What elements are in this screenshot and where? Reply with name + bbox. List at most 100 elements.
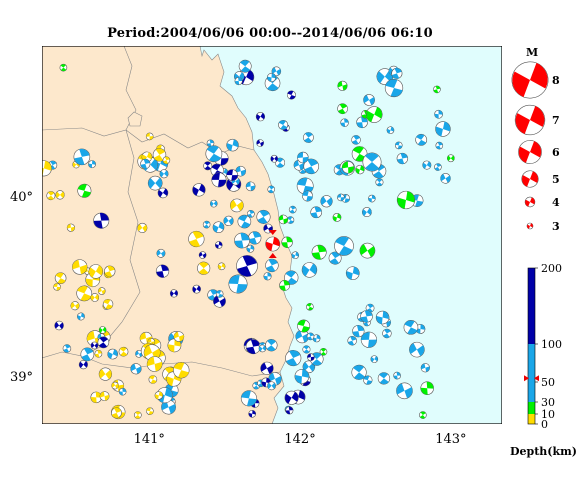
focal-mechanism — [73, 148, 91, 166]
focal-mechanism — [281, 236, 293, 248]
focal-mechanism — [396, 152, 409, 165]
focal-mechanism — [148, 375, 158, 384]
focal-mechanism — [319, 348, 328, 356]
focal-mechanism — [240, 390, 257, 407]
focal-mechanism — [234, 77, 243, 86]
focal-mechanism — [107, 348, 119, 360]
focal-mechanism — [98, 287, 106, 295]
focal-mechanism — [435, 141, 444, 150]
focal-mechanism — [409, 341, 425, 358]
magnitude-legend-symbol — [511, 61, 549, 99]
focal-mechanism — [328, 251, 342, 265]
focal-mechanism — [140, 158, 151, 169]
focal-mechanism — [102, 298, 114, 310]
focal-mechanism — [356, 116, 368, 129]
focal-mechanism — [382, 328, 392, 339]
focal-mechanism — [337, 80, 348, 91]
focal-mechanism — [223, 215, 234, 227]
focal-mechanism — [97, 336, 110, 349]
focal-mechanism — [278, 214, 289, 225]
focal-mechanism — [248, 231, 262, 245]
focal-mechanism — [90, 293, 100, 302]
focal-mechanism — [99, 391, 110, 402]
magnitude-legend-symbol — [518, 140, 542, 164]
focal-mechanism — [234, 232, 250, 249]
prefecture-border — [81, 355, 281, 377]
focal-mechanism — [159, 169, 169, 179]
depth-color-band — [528, 402, 535, 414]
depth-color-band — [528, 414, 535, 424]
focal-mechanism — [301, 262, 318, 278]
focal-mechanism — [370, 355, 379, 363]
focal-mechanism — [94, 349, 103, 358]
focal-mechanism — [306, 302, 314, 311]
focal-mechanism — [147, 175, 163, 191]
focal-mechanism — [303, 132, 314, 143]
focal-mechanism — [312, 334, 321, 343]
magnitude-legend-symbol — [521, 170, 539, 188]
focal-mechanism — [209, 199, 218, 208]
focal-mechanism — [246, 244, 255, 253]
focal-mechanism — [98, 367, 112, 381]
focal-mechanism — [359, 242, 376, 259]
focal-mechanism — [334, 236, 354, 256]
focal-mechanism — [306, 332, 315, 341]
main-event-focal-mechanism — [265, 236, 281, 252]
focal-mechanism — [266, 72, 277, 82]
focal-mechanism — [285, 406, 294, 415]
focal-mechanism — [155, 264, 170, 278]
magnitude-legend-symbol — [524, 196, 536, 208]
focal-mechanism — [90, 341, 99, 350]
focal-mechanism — [169, 289, 179, 298]
focal-mechanism — [434, 109, 443, 119]
focal-mechanism — [77, 183, 92, 198]
focal-mechanism — [297, 151, 309, 164]
focal-mechanism — [302, 345, 311, 354]
focal-mechanism — [284, 270, 299, 285]
focal-mechanism — [311, 244, 327, 260]
focal-mechanism — [265, 258, 279, 273]
focal-mechanism — [267, 381, 276, 391]
focal-mechanism — [391, 67, 403, 79]
focal-mechanism — [217, 262, 226, 271]
depth-tick-label: 10 — [541, 408, 555, 421]
focal-mechanism — [145, 132, 154, 141]
focal-mechanism — [76, 312, 85, 321]
focal-mechanism — [245, 181, 256, 192]
focal-mechanism — [55, 190, 65, 200]
focal-mechanism — [118, 387, 127, 396]
focal-mechanism — [394, 141, 403, 150]
focal-mechanism — [363, 94, 375, 106]
focal-mechanism — [236, 255, 258, 277]
focal-mechanism — [256, 139, 264, 147]
focal-mechanism — [351, 364, 367, 380]
focal-mechanism — [80, 347, 95, 362]
magnitude-legend-symbol — [514, 104, 546, 136]
focal-mechanism — [152, 148, 167, 162]
focal-mechanism — [365, 303, 375, 313]
focal-mechanism — [54, 272, 67, 284]
focal-mechanism — [365, 106, 383, 123]
depth-marker — [524, 375, 529, 382]
focal-mechanism — [54, 320, 64, 331]
focal-mechanism — [256, 209, 271, 224]
focal-mechanism — [237, 214, 252, 229]
depth-tick-label: 100 — [541, 338, 562, 351]
focal-mechanism — [78, 360, 88, 370]
focal-mechanism — [295, 329, 310, 344]
focal-mechanism — [337, 193, 345, 202]
focal-mechanism — [70, 301, 80, 311]
focal-mechanism — [111, 407, 122, 419]
focal-mechanism — [403, 320, 419, 335]
focal-mechanism — [302, 190, 314, 202]
depth-tick-label: 30 — [541, 396, 555, 409]
main-event-marker — [268, 253, 277, 258]
focal-mechanism-map[interactable] — [42, 46, 502, 424]
focal-mechanism — [192, 183, 206, 197]
focal-mechanism — [375, 310, 390, 325]
focal-mechanism — [332, 213, 342, 222]
focal-mechanism — [245, 339, 261, 355]
focal-mechanism — [320, 195, 333, 208]
focal-mechanism — [285, 349, 302, 367]
